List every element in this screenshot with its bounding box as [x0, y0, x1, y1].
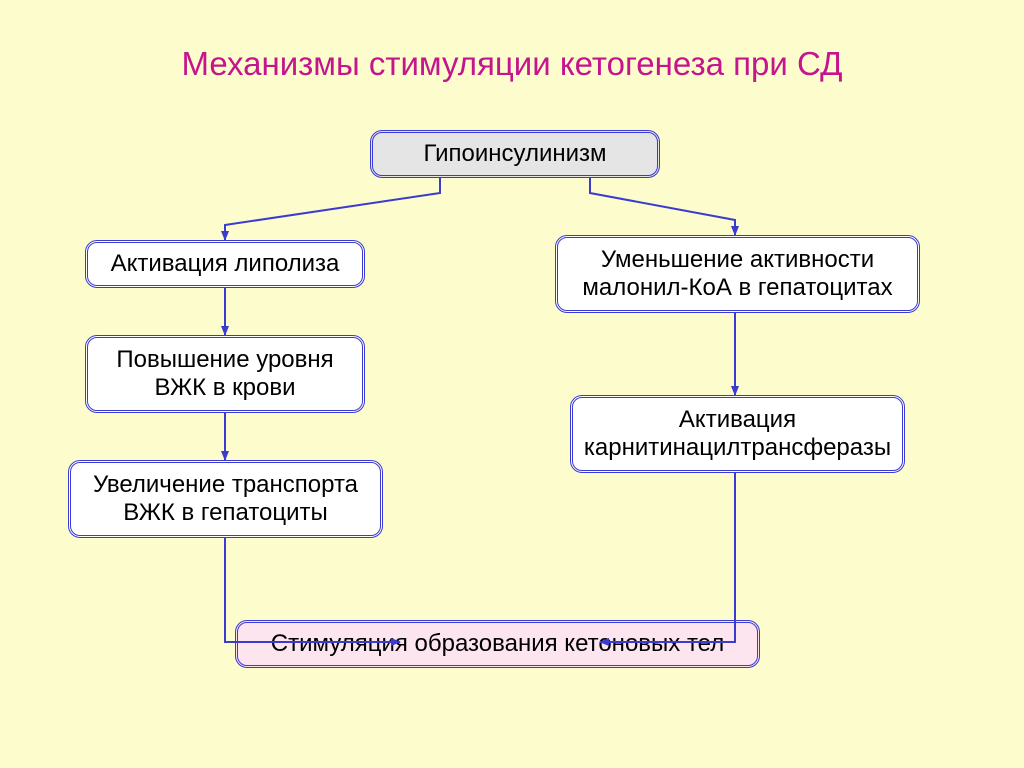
node-right1-label: Уменьшение активности малонил-КоА в гепа… [568, 246, 907, 302]
node-bottom: Стимуляция образования кетоновых тел [235, 620, 760, 668]
node-right1: Уменьшение активности малонил-КоА в гепа… [555, 235, 920, 313]
node-root-label: Гипоинсулинизм [423, 140, 606, 168]
node-left2-label: Повышение уровня ВЖК в крови [98, 346, 352, 402]
node-right2: Активация карнитинацилтрансферазы [570, 395, 905, 473]
node-left2: Повышение уровня ВЖК в крови [85, 335, 365, 413]
node-right2-label: Активация карнитинацилтрансферазы [583, 406, 892, 462]
node-root: Гипоинсулинизм [370, 130, 660, 178]
node-left1-label: Активация липолиза [111, 250, 340, 278]
page-title: Механизмы стимуляции кетогенеза при СД [0, 45, 1024, 83]
node-left3-label: Увеличение транспорта ВЖК в гепатоциты [81, 471, 370, 527]
node-left1: Активация липолиза [85, 240, 365, 288]
node-left3: Увеличение транспорта ВЖК в гепатоциты [68, 460, 383, 538]
node-bottom-label: Стимуляция образования кетоновых тел [271, 630, 724, 658]
